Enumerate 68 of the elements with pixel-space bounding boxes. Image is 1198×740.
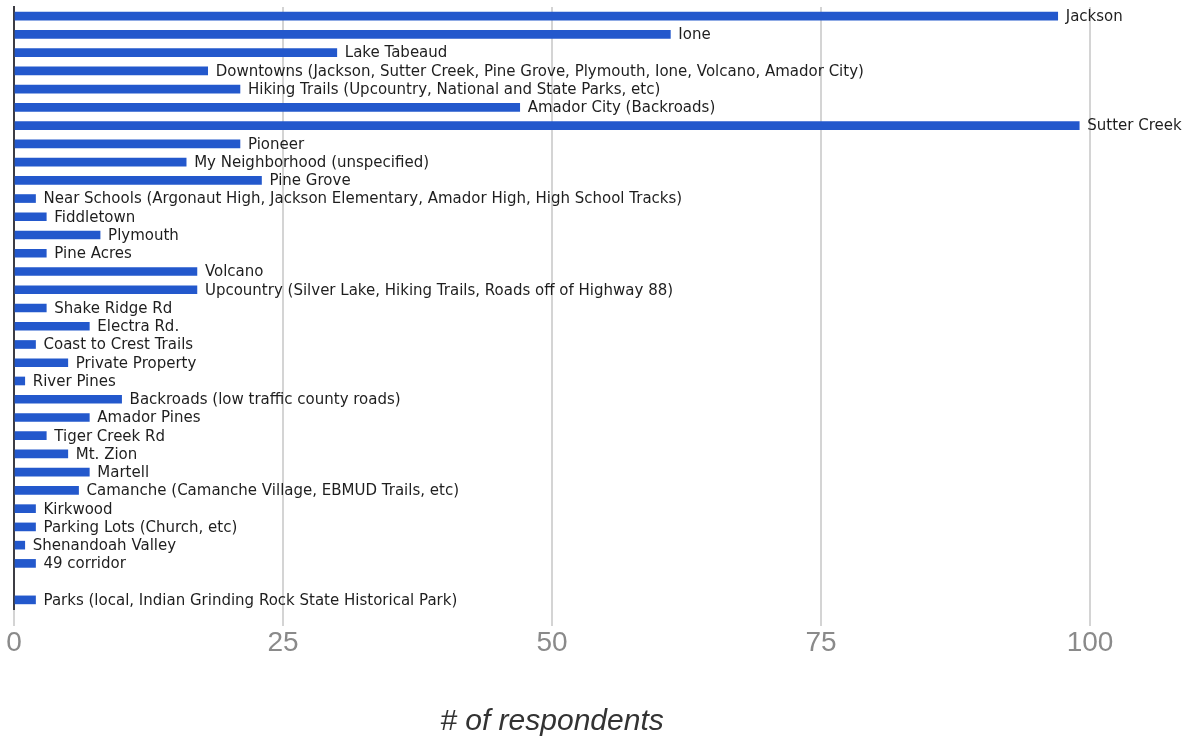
y-tick-label: River Pines bbox=[32, 371, 117, 390]
y-tick-label: Pine Grove bbox=[269, 171, 351, 190]
y-tick-label: Jackson bbox=[1064, 7, 1123, 26]
bar bbox=[14, 84, 241, 94]
y-tick-label: Coast to Crest Trails bbox=[43, 335, 194, 354]
y-tick-label: Tiger Creek Rd bbox=[53, 426, 166, 445]
bar bbox=[14, 194, 36, 203]
bar bbox=[14, 285, 198, 295]
y-tick-label: Plymouth bbox=[108, 225, 179, 244]
y-tick-label: Downtowns (Jackson, Sutter Creek, Pine Grove, Plymouth, Ione, Volcano, Amador City) bbox=[215, 61, 864, 80]
bar bbox=[14, 11, 1059, 21]
bar bbox=[14, 522, 36, 532]
y-tick-label: Hiking Trails (Upcountry, National and State Parks, etc) bbox=[247, 79, 661, 98]
y-tick-label: Kirkwood bbox=[43, 499, 113, 518]
bar bbox=[14, 358, 69, 368]
y-tick-label: My Neighborhood (unspecified) bbox=[194, 152, 430, 171]
bar bbox=[14, 157, 187, 167]
y-tick-label: 49 corridor bbox=[43, 554, 127, 573]
bar bbox=[14, 212, 47, 222]
bar bbox=[14, 139, 241, 149]
bar bbox=[14, 121, 1080, 130]
y-tick-label: Volcano bbox=[204, 262, 264, 281]
bar bbox=[14, 230, 101, 240]
bar bbox=[14, 175, 262, 185]
y-tick-label: Pioneer bbox=[247, 134, 305, 153]
y-tick-label: Near Schools (Argonaut High, Jackson Elementary, Amador High, High School Tracks) bbox=[43, 189, 683, 208]
bar bbox=[14, 48, 338, 57]
y-tick-label: Backroads (low traffic county roads) bbox=[129, 390, 401, 409]
bar bbox=[14, 449, 69, 459]
y-tick-label: Amador City (Backroads) bbox=[527, 98, 716, 117]
bar bbox=[14, 504, 36, 513]
y-tick-label: Camanche (Camanche Village, EBMUD Trails, etc) bbox=[86, 481, 459, 500]
bar bbox=[14, 467, 90, 477]
bar bbox=[14, 486, 79, 495]
bar bbox=[14, 595, 36, 605]
y-tick-label: Parking Lots (Church, etc) bbox=[43, 517, 238, 536]
x-tick-label: 50 bbox=[536, 625, 568, 657]
bar bbox=[14, 303, 47, 313]
x-axis-title: # of respondents bbox=[440, 703, 664, 737]
bar bbox=[14, 103, 521, 112]
x-tick-label: 25 bbox=[267, 625, 299, 657]
bar bbox=[14, 30, 671, 39]
x-tick-label: 75 bbox=[805, 625, 837, 657]
x-tick-label: 100 bbox=[1066, 625, 1114, 657]
y-tick-label: Amador Pines bbox=[97, 408, 201, 427]
y-tick-label: Electra Rd. bbox=[97, 317, 180, 336]
y-tick-label: Ione bbox=[678, 25, 711, 44]
bar bbox=[14, 66, 209, 76]
bar bbox=[14, 248, 47, 258]
bar bbox=[14, 321, 90, 331]
bar bbox=[14, 413, 90, 422]
y-tick-label: Mt. Zion bbox=[75, 444, 138, 463]
x-tick-label: 0 bbox=[6, 625, 22, 657]
y-tick-label: Upcountry (Silver Lake, Hiking Trails, Roads off of Highway 88) bbox=[204, 280, 674, 299]
bar bbox=[14, 340, 36, 349]
y-tick-label: Shake Ridge Rd bbox=[54, 298, 173, 317]
y-tick-label: Pine Acres bbox=[54, 244, 132, 263]
bar bbox=[14, 431, 47, 441]
y-tick-label: Sutter Creek bbox=[1087, 116, 1182, 135]
bar bbox=[14, 267, 198, 276]
y-tick-label: Private Property bbox=[75, 353, 197, 372]
bar bbox=[14, 559, 36, 568]
y-tick-label: Shenandoah Valley bbox=[32, 536, 177, 555]
y-tick-label: Martell bbox=[97, 463, 150, 482]
y-tick-label: Parks (local, Indian Grinding Rock State Historical Park) bbox=[43, 590, 458, 609]
y-tick-label: Lake Tabeaud bbox=[344, 43, 448, 62]
y-tick-label: Fiddletown bbox=[54, 207, 136, 226]
bar bbox=[14, 394, 122, 404]
